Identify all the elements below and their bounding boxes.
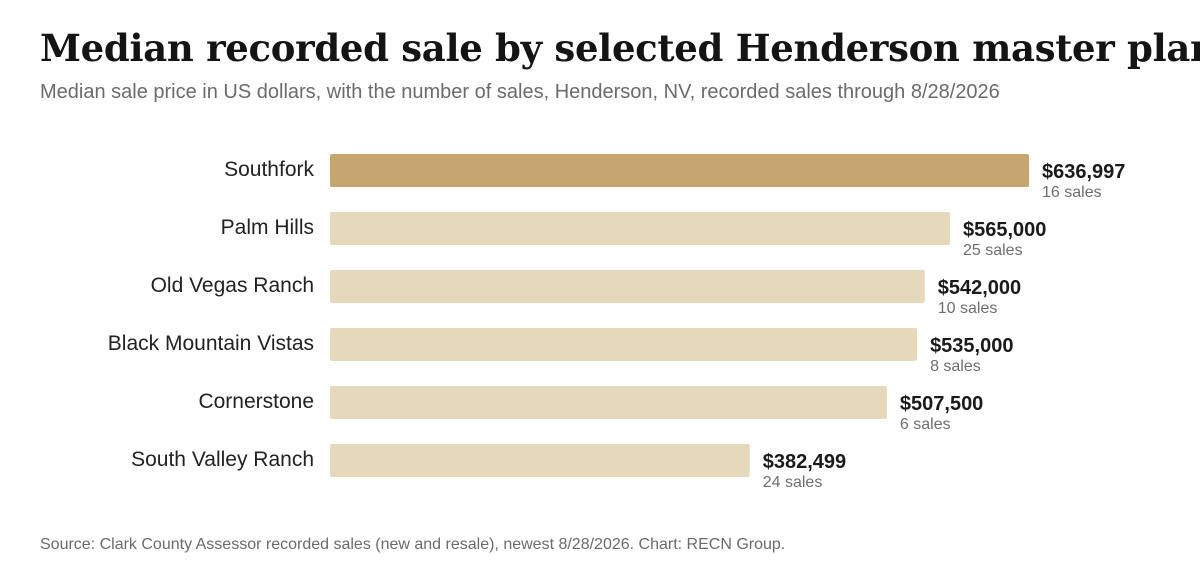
value-label-southfork: $636,997 <box>1042 161 1125 183</box>
category-label-south-valley-ranch: South Valley Ranch <box>131 448 314 471</box>
bar-south-valley-ranch <box>330 444 750 477</box>
value-label-palm-hills: $565,000 <box>963 219 1046 241</box>
bar-old-vegas-ranch <box>330 270 925 303</box>
bar-palm-hills <box>330 212 950 245</box>
chart-title: Median recorded sale by selected Henders… <box>40 26 1200 70</box>
source-note: Source: Clark County Assessor recorded s… <box>40 536 786 553</box>
value-label-cornerstone: $507,500 <box>900 393 983 415</box>
bar-cornerstone <box>330 386 887 419</box>
count-label-south-valley-ranch: 24 sales <box>763 474 823 491</box>
category-label-palm-hills: Palm Hills <box>221 216 314 239</box>
category-label-southfork: Southfork <box>224 158 314 181</box>
category-label-cornerstone: Cornerstone <box>198 390 314 413</box>
count-label-old-vegas-ranch: 10 sales <box>938 300 998 317</box>
value-label-south-valley-ranch: $382,499 <box>763 451 846 473</box>
count-label-palm-hills: 25 sales <box>963 242 1023 259</box>
bar-black-mountain-vistas <box>330 328 918 361</box>
count-label-black-mountain-vistas: 8 sales <box>930 358 981 375</box>
chart-subtitle: Median sale price in US dollars, with th… <box>40 81 1000 103</box>
bar-southfork <box>330 154 1029 187</box>
value-label-old-vegas-ranch: $542,000 <box>938 277 1021 299</box>
category-label-black-mountain-vistas: Black Mountain Vistas <box>108 332 314 355</box>
count-label-southfork: 16 sales <box>1042 184 1102 201</box>
count-label-cornerstone: 6 sales <box>900 416 951 433</box>
value-label-black-mountain-vistas: $535,000 <box>930 335 1013 357</box>
category-label-old-vegas-ranch: Old Vegas Ranch <box>151 274 314 297</box>
